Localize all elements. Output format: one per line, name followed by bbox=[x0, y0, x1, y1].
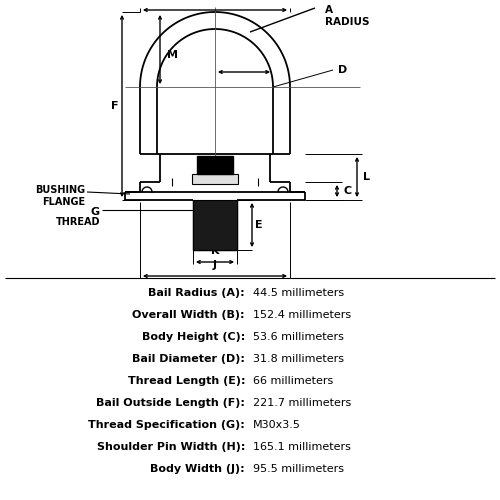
Text: D: D bbox=[338, 65, 347, 75]
Text: Shoulder Pin Width (H):: Shoulder Pin Width (H): bbox=[96, 442, 245, 452]
Text: Bail Radius (A):: Bail Radius (A): bbox=[148, 288, 245, 298]
Text: 53.6 millimeters: 53.6 millimeters bbox=[253, 332, 344, 342]
Text: C: C bbox=[343, 186, 351, 196]
Text: 165.1 millimeters: 165.1 millimeters bbox=[253, 442, 351, 452]
Text: A
RADIUS: A RADIUS bbox=[325, 5, 370, 26]
Text: 31.8 millimeters: 31.8 millimeters bbox=[253, 354, 344, 364]
Text: Bail Diameter (D):: Bail Diameter (D): bbox=[132, 354, 245, 364]
Text: K: K bbox=[211, 246, 219, 256]
Text: G: G bbox=[91, 207, 100, 217]
Text: BUSHING
FLANGE: BUSHING FLANGE bbox=[35, 185, 85, 207]
Text: Bail Outside Length (F):: Bail Outside Length (F): bbox=[96, 398, 245, 408]
Text: Thread Specification (G):: Thread Specification (G): bbox=[88, 420, 245, 430]
Text: Body Height (C):: Body Height (C): bbox=[142, 332, 245, 342]
Text: THREAD: THREAD bbox=[56, 217, 100, 227]
Text: J: J bbox=[213, 260, 217, 270]
Polygon shape bbox=[193, 200, 237, 250]
Polygon shape bbox=[197, 156, 233, 174]
Text: 152.4 millimeters: 152.4 millimeters bbox=[253, 310, 351, 320]
Text: 221.7 millimeters: 221.7 millimeters bbox=[253, 398, 351, 408]
Text: Body Width (J):: Body Width (J): bbox=[150, 464, 245, 474]
Text: 44.5 millimeters: 44.5 millimeters bbox=[253, 288, 344, 298]
Text: Overall Width (B):: Overall Width (B): bbox=[132, 310, 245, 320]
Text: 95.5 millimeters: 95.5 millimeters bbox=[253, 464, 344, 474]
Text: 66 millimeters: 66 millimeters bbox=[253, 376, 333, 386]
Text: Thread Length (E):: Thread Length (E): bbox=[128, 376, 245, 386]
Polygon shape bbox=[192, 174, 238, 184]
Text: F: F bbox=[110, 101, 118, 111]
Text: M: M bbox=[167, 50, 178, 59]
Text: E: E bbox=[255, 220, 262, 230]
Text: L: L bbox=[363, 172, 370, 182]
Text: M30x3.5: M30x3.5 bbox=[253, 420, 301, 430]
